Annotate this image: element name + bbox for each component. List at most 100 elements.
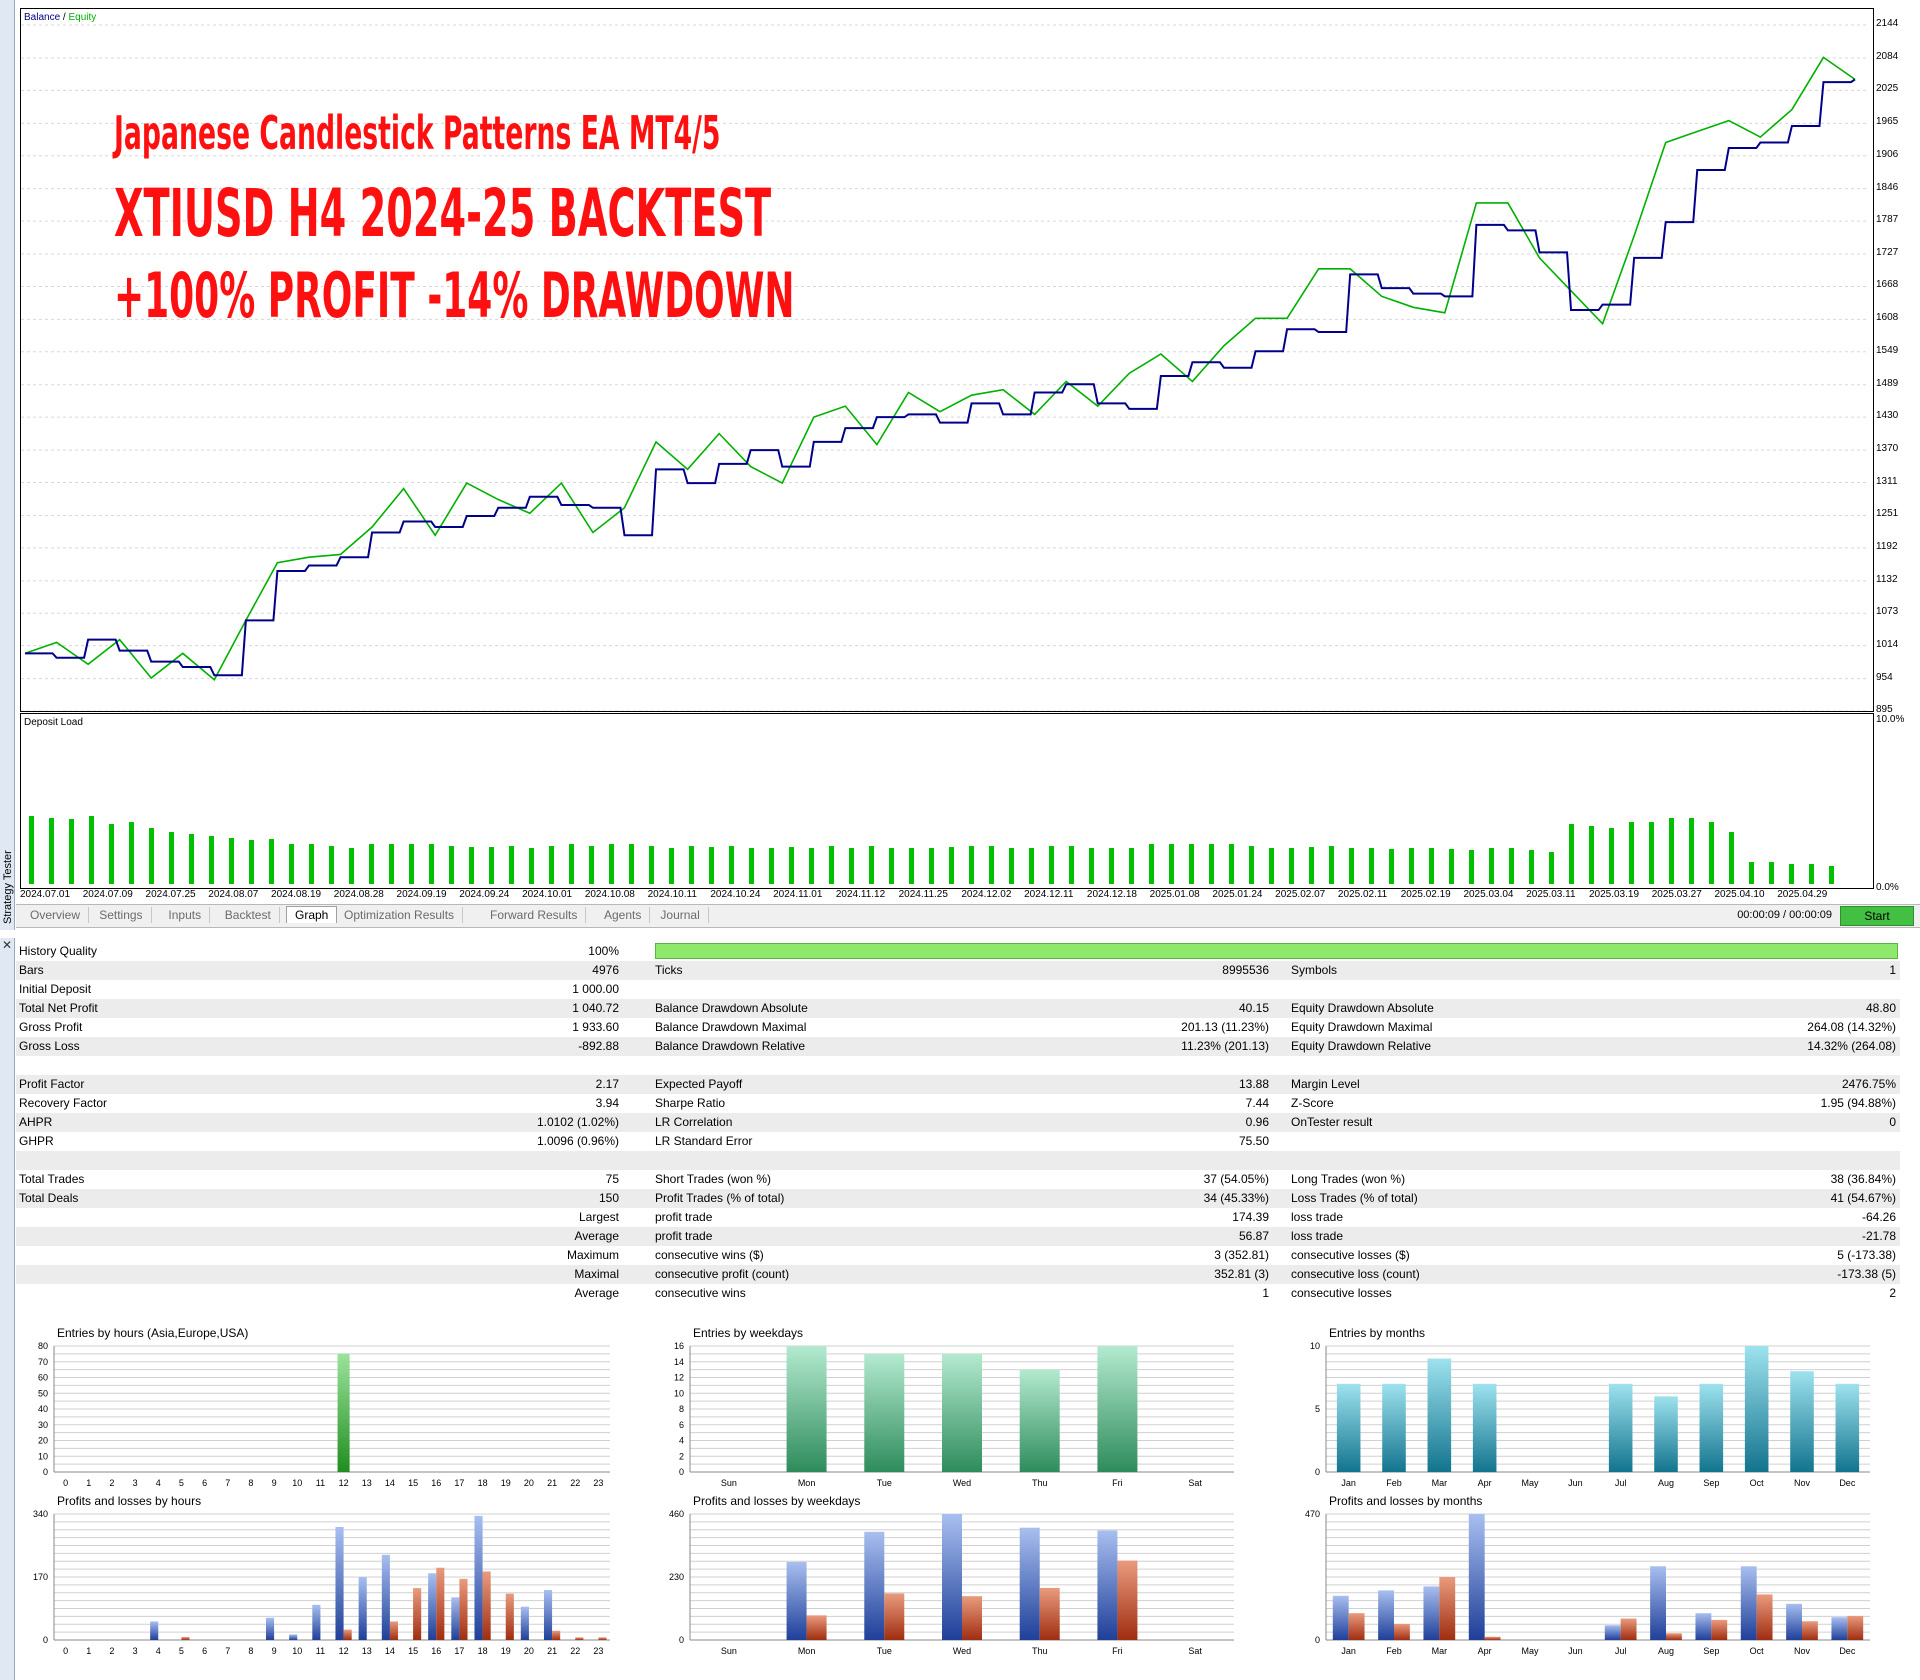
tab-inputs[interactable]: Inputs <box>160 907 211 923</box>
y-tick-label: 2025 <box>1876 83 1899 95</box>
deposit-bar <box>1189 844 1194 884</box>
deposit-bar <box>569 844 574 884</box>
mini-y-tick: 12 <box>674 1373 684 1383</box>
stat-value: 48.80 <box>1865 1001 1896 1015</box>
stat-label: Balance Drawdown Absolute <box>655 1001 808 1015</box>
tab-journal[interactable]: Journal <box>652 907 709 923</box>
mini-x-tick: 1 <box>86 1478 91 1488</box>
deposit-x-label: 2024.09.19 <box>396 889 447 900</box>
deposit-x-label: 2024.12.11 <box>1024 889 1074 900</box>
mini-bar <box>1097 1346 1138 1472</box>
stat-value: 3 (352.81) <box>1214 1248 1269 1262</box>
deposit-x-label: 2024.12.02 <box>961 889 1012 900</box>
loss-bar <box>436 1567 445 1640</box>
mini-x-tick: Jan <box>1341 1478 1356 1488</box>
stat-value: 75.50 <box>1238 1134 1269 1148</box>
stat-label: loss trade <box>1291 1229 1344 1243</box>
mini-x-tick: Fri <box>1112 1478 1123 1488</box>
deposit-bar <box>1009 848 1014 884</box>
mini-x-tick: 11 <box>316 1646 325 1656</box>
stat-label: Symbols <box>1291 963 1338 977</box>
loss-bar <box>1620 1618 1637 1640</box>
mini-y-tick: 0 <box>1315 1467 1320 1477</box>
mini-chart-title: Entries by months <box>1329 1326 1425 1340</box>
stat-value: 1.95 (94.88%) <box>1820 1096 1896 1110</box>
tab-optimization-results[interactable]: Optimization Results <box>336 907 464 923</box>
deposit-bar <box>1229 844 1234 884</box>
profit-bar <box>1604 1625 1621 1640</box>
mini-x-tick: Mar <box>1432 1478 1448 1488</box>
deposit-bar <box>1029 848 1034 884</box>
deposit-bar <box>1089 848 1094 884</box>
mini-y-tick: 8 <box>679 1404 684 1414</box>
stat-value: 34 (45.33%) <box>1203 1191 1269 1205</box>
deposit-bar <box>1729 832 1734 884</box>
mini-y-tick: 4 <box>679 1436 684 1446</box>
tab-backtest[interactable]: Backtest <box>217 907 280 923</box>
deposit-bar <box>629 844 634 884</box>
deposit-bar <box>589 846 594 884</box>
deposit-bar <box>1649 822 1654 884</box>
mini-x-tick: 9 <box>272 1478 277 1488</box>
stats-row: Profit Factor 2.17 Expected Payoff 13.88 Mar… <box>16 1075 1900 1094</box>
mini-bar <box>1835 1383 1860 1472</box>
tab-agents[interactable]: Agents <box>596 907 651 923</box>
y-tick-label: 1846 <box>1876 181 1899 193</box>
deposit-x-label: 2025.02.11 <box>1337 889 1388 900</box>
stat-value: 2476.75% <box>1841 1077 1896 1091</box>
mini-x-tick: Apr <box>1478 1646 1492 1656</box>
y-tick-label: 895 <box>1876 704 1893 715</box>
deposit-bar <box>309 844 314 884</box>
deposit-bar <box>169 832 174 884</box>
stat-label: LR Standard Error <box>655 1134 753 1148</box>
deposit-x-axis: 2024.07.01 2024.07.09 2024.07.25 2024.08.07… <box>20 889 1872 903</box>
mini-x-tick: 3 <box>133 1478 138 1488</box>
stat-value: 1.0096 (0.96%) <box>536 1134 619 1148</box>
mini-x-tick: Jan <box>1341 1646 1356 1656</box>
stat-value: 37 (54.05%) <box>1203 1172 1269 1186</box>
stat-value: 8995536 <box>1222 963 1269 977</box>
mini-y-tick: 2 <box>679 1451 684 1461</box>
mini-x-tick: 6 <box>202 1478 207 1488</box>
loss-bar <box>1756 1594 1773 1640</box>
deposit-x-label: 2025.03.04 <box>1463 889 1514 900</box>
profit-bar <box>1786 1603 1802 1640</box>
mini-bar <box>337 1353 350 1472</box>
start-button[interactable]: Start <box>1840 906 1914 926</box>
loss-bar <box>1802 1621 1818 1640</box>
mini-x-tick: 21 <box>547 1478 557 1488</box>
mini-y-tick: 16 <box>674 1341 684 1351</box>
stat-value: 5 (-173.38) <box>1837 1248 1896 1262</box>
mini-x-tick: Jul <box>1615 1478 1627 1488</box>
deposit-bar <box>1389 849 1394 884</box>
stats-row: Maximal consecutive profit (count) 352.81 … <box>16 1265 1900 1284</box>
deposit-x-label: 2024.09.24 <box>459 889 510 900</box>
loss-bar <box>413 1588 422 1640</box>
mini-y-tick: 470 <box>1305 1509 1320 1519</box>
mini-x-tick: Thu <box>1032 1478 1048 1488</box>
profit-bar <box>543 1589 553 1640</box>
tab-settings[interactable]: Settings <box>91 907 152 923</box>
deposit-x-label: 2025.03.27 <box>1651 889 1702 900</box>
stat-value: 1 933.60 <box>572 1020 619 1034</box>
mini-bar <box>1654 1396 1678 1472</box>
profit-bar <box>1378 1590 1394 1640</box>
loss-bar <box>1711 1619 1728 1640</box>
mini-x-tick: 5 <box>179 1478 184 1488</box>
stats-row: Largest profit trade 174.39 loss trade -64.2… <box>16 1208 1900 1227</box>
loss-bar <box>1348 1613 1365 1640</box>
close-icon[interactable]: ✕ <box>2 938 13 952</box>
tab-forward-results[interactable]: Forward Results <box>482 907 587 923</box>
mini-x-tick: 11 <box>316 1478 325 1488</box>
tab-graph[interactable]: Graph <box>286 906 338 923</box>
mini-x-tick: 10 <box>292 1646 302 1656</box>
stat-label: consecutive profit (count) <box>655 1267 790 1281</box>
mini-x-tick: 20 <box>524 1478 534 1488</box>
y-tick-label: 1965 <box>1876 116 1899 128</box>
mini-x-tick: 13 <box>362 1646 372 1656</box>
deposit-x-label: 2024.10.24 <box>710 889 761 900</box>
mini-y-tick: 10 <box>674 1388 684 1398</box>
tab-overview[interactable]: Overview <box>22 907 90 923</box>
mini-x-tick: 5 <box>179 1646 184 1656</box>
deposit-bar <box>29 816 34 884</box>
